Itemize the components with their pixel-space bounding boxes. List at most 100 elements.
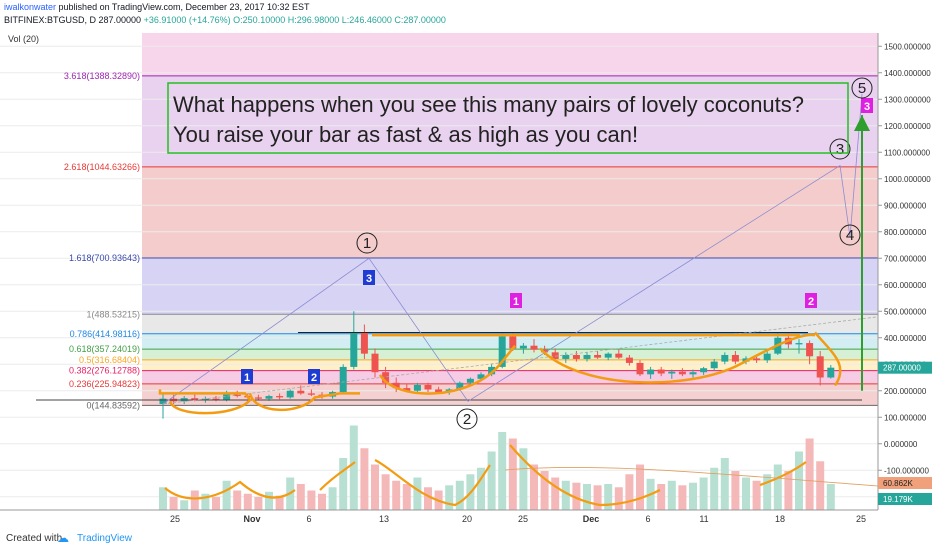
price-tick-label: 1300.000000 [884, 95, 931, 104]
volume-bar [678, 485, 687, 510]
blue-marker-box [308, 369, 320, 384]
volume-bar [233, 490, 242, 510]
volume-bar [201, 493, 210, 510]
author-link[interactable]: iwalkonwater [4, 2, 57, 12]
candle-body [572, 354, 580, 359]
wave-circle [456, 408, 478, 430]
orange-curve [539, 333, 816, 384]
candle-body [731, 354, 739, 362]
volume-badge [878, 493, 932, 505]
volume-bar [455, 480, 464, 510]
fib-level-label: 3.618(1388.32890) [64, 71, 140, 81]
volume-bar [402, 484, 411, 510]
wave-circle [839, 224, 861, 246]
volume-bar [339, 458, 348, 510]
volume-bar [530, 464, 538, 510]
volume-bar [636, 464, 644, 510]
volume-bar [689, 482, 697, 510]
tradingview-brand-link[interactable]: TradingView [77, 533, 133, 544]
candle-body [350, 332, 358, 367]
change-value: +36.91000 (+14.76%) [143, 15, 231, 25]
candle-body [816, 356, 824, 378]
volume-bar [169, 497, 178, 510]
volume-bar [222, 480, 231, 510]
volume-bar [742, 477, 750, 510]
candle-body [360, 332, 368, 354]
volume-bar [805, 438, 814, 510]
orange-curve [814, 331, 842, 387]
wave-path [162, 93, 863, 405]
volume-bar [498, 432, 507, 510]
volume-bar [328, 487, 337, 510]
candle-body [212, 398, 220, 401]
volume-bar [551, 477, 560, 510]
volume-badge-label: 60.862K [883, 479, 913, 488]
volume-badge [878, 477, 932, 489]
time-tick-label: Dec [583, 514, 600, 524]
volume-orange-curve [164, 480, 296, 500]
volume-bar [720, 458, 729, 510]
green-arrow-head [854, 115, 870, 132]
candle-body [604, 353, 612, 358]
fib-band [142, 359, 878, 371]
price-tick-label: 800.000000 [884, 228, 927, 237]
volume-indicator-label[interactable]: Vol (20) [8, 34, 40, 44]
volume-bar [667, 480, 676, 510]
candle-body [530, 345, 538, 350]
candle-body [435, 389, 443, 393]
candle-body [223, 392, 231, 401]
publish-header: iwalkonwater published on TradingView.co… [4, 1, 310, 13]
time-tick-label: 6 [645, 514, 650, 524]
magenta-marker-box [861, 98, 873, 113]
fib-band [142, 349, 878, 360]
wave-label: 3 [836, 141, 844, 158]
volume-bar [731, 471, 740, 510]
fib-level-label: 1.618(700.93643) [69, 253, 140, 263]
volume-bar [699, 477, 708, 510]
volume-bar [254, 497, 263, 510]
candle-body [509, 336, 517, 349]
volume-orange-curve [509, 444, 807, 507]
annotation-box [167, 82, 849, 154]
time-tick-label: 18 [775, 514, 785, 524]
blue-marker-label: 3 [366, 273, 372, 285]
magenta-marker-label: 1 [513, 296, 519, 308]
volume-bar [371, 464, 379, 510]
price-tick-label: 1000.000000 [884, 175, 931, 184]
wave-label: 2 [463, 411, 471, 428]
fib-band [142, 314, 878, 334]
volume-bar [296, 484, 305, 510]
candle-body [265, 396, 273, 399]
candle-body [678, 371, 686, 375]
volume-bar [540, 471, 549, 510]
volume-bar [657, 484, 666, 510]
fib-level-label: 1(488.53215) [86, 309, 140, 319]
candle-body [615, 353, 623, 358]
symbol-header: BITFINEX:BTGUSD, D 287.00000 +36.91000 (… [4, 14, 446, 26]
fib-level-label: 0(144.83592) [86, 400, 140, 410]
magenta-marker-label: 3 [864, 101, 870, 113]
candle-body [562, 354, 570, 359]
fib-level-label: 0.5(316.68404) [79, 355, 140, 365]
volume-bar [275, 495, 284, 510]
low-value: L:246.46000 [341, 15, 392, 25]
candle-body [297, 390, 305, 394]
time-tick-label: 20 [462, 514, 472, 524]
candle-body [827, 367, 835, 378]
candle-body [668, 371, 676, 374]
candle-body [753, 358, 761, 361]
high-value: H:296.98000 [287, 15, 340, 25]
price-tick-label: 1200.000000 [884, 122, 931, 131]
volume-bar [392, 480, 401, 510]
candle-body [456, 382, 464, 390]
orange-curve [378, 344, 516, 395]
candle-body [806, 343, 814, 357]
fib-band [142, 166, 878, 259]
candle-body [201, 398, 209, 401]
fib-level-label: 0.618(357.24019) [69, 344, 140, 354]
last-price-badge [878, 361, 932, 374]
wave-circle [851, 77, 873, 99]
blue-marker-box [241, 369, 253, 384]
fib-level-label: 0.382(276.12788) [69, 366, 140, 376]
